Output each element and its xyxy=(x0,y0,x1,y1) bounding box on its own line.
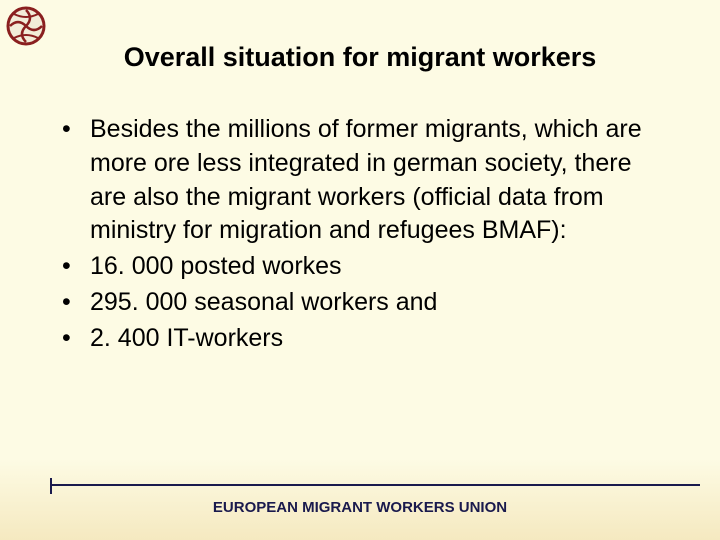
bullet-list: Besides the millions of former migrants,… xyxy=(50,113,670,355)
bullet-item: 16. 000 posted workes xyxy=(50,250,670,284)
footer-divider xyxy=(50,484,700,486)
footer-text: EUROPEAN MIGRANT WORKERS UNION xyxy=(0,499,720,516)
bullet-item: 2. 400 IT-workers xyxy=(50,322,670,356)
union-logo-icon xyxy=(6,6,46,46)
bullet-item: 295. 000 seasonal workers and xyxy=(50,286,670,320)
slide-title: Overall situation for migrant workers xyxy=(0,0,720,73)
slide-body: Besides the millions of former migrants,… xyxy=(0,73,720,355)
bullet-item: Besides the millions of former migrants,… xyxy=(50,113,670,248)
